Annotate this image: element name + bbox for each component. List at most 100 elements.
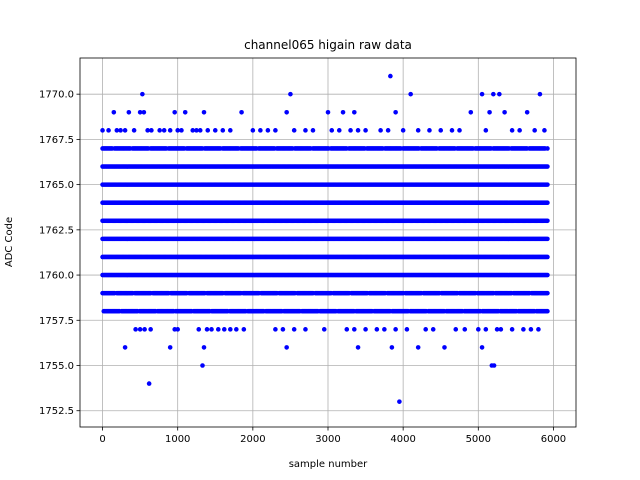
data-point [148,327,153,332]
data-point [175,327,180,332]
data-point [167,128,173,133]
x-tick-label: 3000 [315,434,340,445]
data-point [408,91,413,97]
data-point [228,128,233,133]
data-point [126,109,132,115]
data-point [273,327,278,332]
data-point [284,345,289,350]
data-point [149,128,154,133]
data-point [545,308,550,314]
data-point [137,109,143,115]
data-point [141,109,147,115]
data-point [453,327,459,332]
data-point [509,128,515,133]
data-point [196,327,202,332]
y-tick-label: 1760.0 [39,271,74,282]
data-point [190,128,196,133]
data-point [106,128,111,133]
x-tick-label: 2000 [240,434,265,445]
data-point [215,327,221,332]
y-tick-label: 1765.0 [39,180,74,191]
data-point [509,327,515,332]
data-point [114,128,120,133]
data-point [291,327,297,332]
data-point [545,236,550,242]
data-point [545,218,550,224]
data-point [542,128,547,133]
y-tick-label: 1762.5 [39,225,74,236]
data-point [532,128,537,133]
data-point [284,109,289,115]
y-axis-ticks: 1752.5 1755.0 1757.5 1760.0 1762.5 1765.0 1767… [39,90,80,417]
x-tick-label: 6000 [541,434,566,445]
data-point [449,128,455,133]
data-point [175,128,180,133]
data-point [344,327,350,332]
data-point [397,399,402,404]
data-point [389,345,395,350]
data-point [355,128,361,133]
y-tick-label: 1752.5 [39,406,74,417]
data-point [100,128,105,133]
data-point [528,327,534,332]
data-point [303,128,308,133]
data-point [430,327,436,332]
data-point [205,128,211,133]
data-point [340,109,346,115]
data-point [524,109,530,115]
data-point [476,327,481,332]
x-tick-label: 4000 [390,434,415,445]
data-point [385,128,391,133]
data-point [483,128,489,133]
data-point [310,128,316,133]
data-point [427,128,432,133]
data-point [468,109,474,115]
data-point [234,327,239,332]
data-point [288,91,293,97]
data-point [201,109,207,115]
data-point [172,109,177,115]
data-point [352,109,357,115]
data-point [118,128,123,133]
x-axis-label: sample number [289,459,368,470]
data-point [131,128,137,133]
data-point [400,128,406,133]
data-point [140,91,145,97]
data-point [545,146,550,151]
data-point [491,91,496,97]
data-point [239,109,244,115]
y-axis-label: ADC Code [4,217,15,267]
data-point [145,128,150,133]
y-tick-label: 1757.5 [39,316,74,327]
data-point [393,327,398,332]
data-point [545,290,550,296]
data-point [462,327,468,332]
data-point [157,128,162,133]
data-point [536,327,541,332]
data-point [521,327,526,332]
x-axis-ticks: 0 1000 2000 3000 4000 5000 6000 [99,427,566,445]
data-point [537,91,543,97]
data-point [491,363,497,368]
data-point [280,327,286,332]
data-point [545,182,550,187]
data-point [487,109,492,115]
y-tick-label: 1755.0 [39,361,74,372]
data-point [545,164,550,169]
y-tick-label: 1767.5 [39,135,74,146]
data-point [201,345,207,350]
data-point [250,128,256,133]
data-point [265,128,271,133]
data-point [137,327,143,332]
data-point [336,128,342,133]
data-point [517,128,522,133]
data-point [423,327,428,332]
data-point [502,109,507,115]
data-point [122,128,128,133]
data-point [273,128,278,133]
x-tick-label: 0 [99,434,105,445]
data-point [545,272,550,278]
y-tick-label: 1770.0 [39,90,74,101]
data-point [325,109,331,115]
